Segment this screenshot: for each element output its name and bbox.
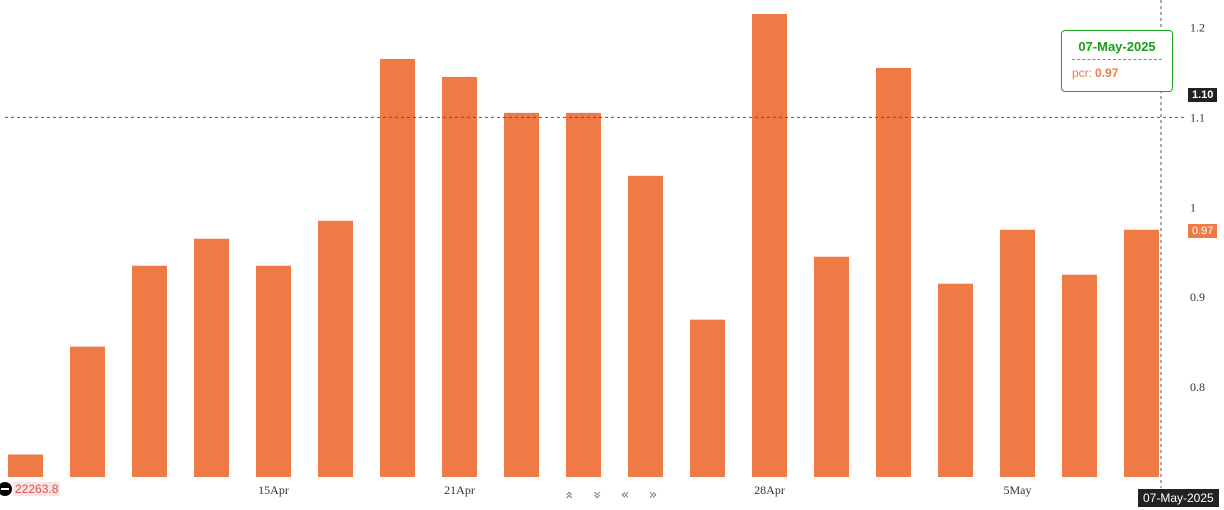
bar-7[interactable]: [442, 76, 477, 477]
low-value-label: 22263.8: [13, 482, 61, 496]
bar-1[interactable]: [70, 346, 105, 477]
scroll-left-icon[interactable]: «: [620, 487, 630, 503]
last-value-badge: 0.97: [1188, 224, 1218, 238]
bar-18[interactable]: [1124, 229, 1159, 477]
scroll-up-icon[interactable]: «: [561, 490, 577, 500]
data-tooltip: 07-May-2025 pcr: 0.97: [1061, 30, 1173, 92]
bar-4[interactable]: [256, 265, 291, 477]
bar-10[interactable]: [628, 175, 663, 478]
scroll-down-icon[interactable]: »: [589, 490, 605, 500]
bar-14[interactable]: [876, 67, 911, 477]
minus-circle-icon[interactable]: [0, 482, 12, 496]
bar-15[interactable]: [938, 283, 973, 477]
bar-5[interactable]: [318, 220, 353, 477]
tooltip-row: pcr: 0.97: [1072, 66, 1162, 80]
bar-3[interactable]: [194, 238, 229, 477]
crosshair-date-badge: 07-May-2025: [1138, 489, 1219, 507]
tooltip-series-label: pcr:: [1072, 66, 1093, 80]
x-tick-label: 28Apr: [754, 483, 785, 497]
bar-12[interactable]: [752, 13, 787, 477]
chart-navigation: « » « »: [561, 487, 660, 503]
bar-16[interactable]: [1000, 229, 1035, 477]
low-value-marker[interactable]: 22263.8: [0, 481, 61, 497]
y-tick-label: 1.2: [1190, 20, 1205, 34]
y-axis-ticks: 0.8 0.9 1 1.1 1.2: [1190, 20, 1205, 394]
bar-8[interactable]: [504, 112, 539, 477]
scroll-right-icon[interactable]: »: [648, 487, 658, 503]
bar-6[interactable]: [380, 58, 415, 477]
x-tick-label: 5May: [1004, 483, 1032, 497]
bar-11[interactable]: [690, 319, 725, 477]
bar-13[interactable]: [814, 256, 849, 477]
x-tick-label: 21Apr: [444, 483, 475, 497]
y-tick-label: 1: [1190, 200, 1196, 214]
tooltip-date: 07-May-2025: [1072, 39, 1162, 60]
bar-0[interactable]: [8, 454, 43, 477]
x-tick-label: 15Apr: [258, 483, 289, 497]
x-axis-ticks: 15Apr 21Apr 28Apr 5May: [258, 483, 1031, 497]
y-tick-label: 1.1: [1190, 110, 1205, 124]
bar-17[interactable]: [1062, 274, 1097, 477]
y-tick-label: 0.9: [1190, 290, 1205, 304]
bars-group: [8, 13, 1159, 478]
crosshair-y-value-badge: 1.10: [1188, 88, 1218, 102]
bar-2[interactable]: [132, 265, 167, 477]
tooltip-value: 0.97: [1095, 66, 1119, 80]
bar-9[interactable]: [566, 112, 601, 477]
y-tick-label: 0.8: [1190, 380, 1205, 394]
